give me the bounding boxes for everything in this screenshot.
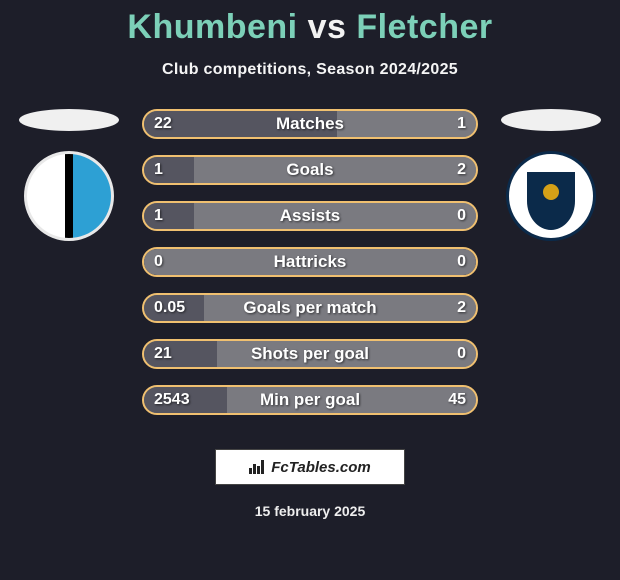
stat-value-right: 0 [457,339,466,369]
stat-row: Min per goal254345 [142,385,478,415]
player2-face-icon [501,109,601,131]
stat-row: Goals12 [142,155,478,185]
stat-value-left: 22 [154,109,172,139]
stat-value-right: 2 [457,155,466,185]
stat-bar-fill-right [144,249,476,275]
stat-row: Shots per goal210 [142,339,478,369]
chart-icon [249,460,267,474]
site-logo: FcTables.com [215,449,405,485]
player2-name: Fletcher [356,8,492,46]
stat-bar-track [142,155,478,185]
stat-value-right: 1 [457,109,466,139]
stat-value-left: 0 [154,247,163,277]
stat-bar-track [142,293,478,323]
content-area: Matches221Goals12Assists10Hattricks00Goa… [0,109,620,431]
logo-text: FcTables.com [271,459,370,476]
stat-value-right: 2 [457,293,466,323]
stat-bar-fill-right [217,341,476,367]
comparison-title: Khumbeni vs Fletcher [0,0,620,47]
subtitle: Club competitions, Season 2024/2025 [0,61,620,79]
stat-row: Matches221 [142,109,478,139]
stat-bar-fill-right [194,203,476,229]
vs-label: vs [308,8,347,46]
stat-row: Assists10 [142,201,478,231]
stat-bar-fill-right [227,387,476,413]
stat-value-left: 21 [154,339,172,369]
stat-bar-fill-left [144,157,194,183]
stat-value-left: 1 [154,201,163,231]
left-player-column [4,109,134,431]
right-player-column [486,109,616,431]
player1-name: Khumbeni [127,8,297,46]
stat-bar-track [142,109,478,139]
stat-bar-fill-right [204,295,476,321]
stat-bar-track [142,385,478,415]
player1-club-crest-icon [24,151,114,241]
stat-value-left: 1 [154,155,163,185]
stat-bar-fill-right [337,111,476,137]
stat-value-left: 0.05 [154,293,185,323]
stat-bar-track [142,201,478,231]
player1-face-icon [19,109,119,131]
player2-club-crest-icon [506,151,596,241]
stat-value-right: 0 [457,247,466,277]
stat-bar-fill-left [144,203,194,229]
stat-value-left: 2543 [154,385,190,415]
date-label: 15 february 2025 [0,503,620,519]
stat-row: Goals per match0.052 [142,293,478,323]
stat-value-right: 0 [457,201,466,231]
stat-row: Hattricks00 [142,247,478,277]
stat-value-right: 45 [448,385,466,415]
stat-bar-track [142,247,478,277]
stat-bar-fill-left [144,111,337,137]
stat-bar-track [142,339,478,369]
stat-bar-fill-right [194,157,476,183]
stat-bars: Matches221Goals12Assists10Hattricks00Goa… [134,109,486,431]
